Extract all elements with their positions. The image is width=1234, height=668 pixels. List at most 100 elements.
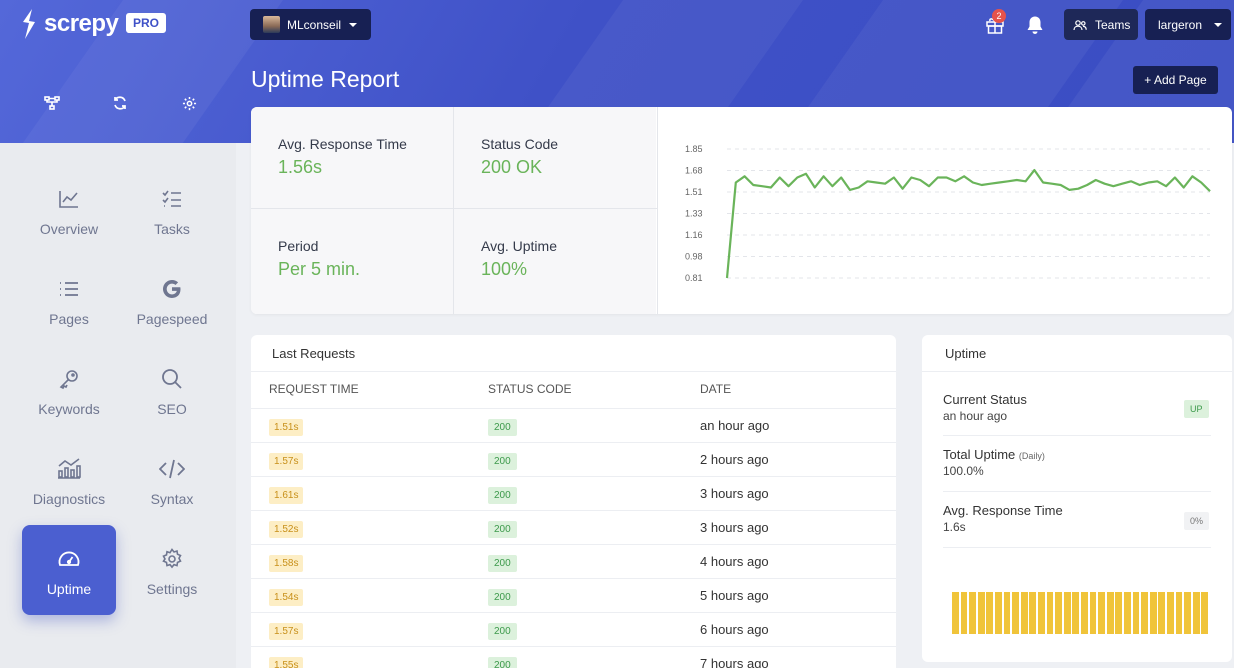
date-cell: 3 hours ago: [700, 486, 769, 501]
account-selector[interactable]: MLconseil: [250, 9, 371, 40]
sidebar-item-keywords[interactable]: Keywords: [22, 345, 116, 435]
brand-logo[interactable]: screpy: [20, 8, 119, 40]
request-time-pill: 1.61s: [269, 487, 304, 504]
column-header[interactable]: DATE: [700, 382, 732, 396]
request-time-pill: 1.54s: [269, 589, 304, 606]
date-cell: 6 hours ago: [700, 622, 769, 637]
settings-gear-icon[interactable]: [180, 94, 198, 112]
card-title: Last Requests: [272, 346, 356, 361]
uptime-bar: [1106, 592, 1114, 634]
sidebar-item-seo[interactable]: SEO: [125, 345, 219, 435]
stat-period: Period Per 5 min.: [251, 209, 453, 314]
uptime-bar: [1046, 592, 1054, 634]
status-code-pill: 200: [488, 555, 517, 572]
list-icon: [58, 277, 80, 301]
brand-name: screpy: [44, 10, 119, 37]
last-requests-card: Last Requests REQUEST TIME STATUS CODE D…: [251, 335, 896, 668]
gear-icon: [161, 547, 183, 571]
total-uptime-label-text: Total Uptime: [943, 447, 1016, 462]
status-code-pill: 200: [488, 487, 517, 504]
uptime-bar: [952, 592, 959, 634]
bell-icon[interactable]: [1024, 14, 1046, 36]
table-row[interactable]: 1.55s 200 7 hours ago: [251, 647, 896, 668]
uptime-bar: [1012, 592, 1019, 634]
stat-label: Period: [278, 238, 319, 254]
uptime-bar: [1175, 592, 1183, 634]
uptime-bar: [1158, 592, 1166, 634]
uptime-bar: [1072, 592, 1080, 634]
user-menu[interactable]: largeron: [1145, 9, 1231, 40]
y-tick-label: 0.81: [685, 273, 703, 283]
refresh-icon[interactable]: [111, 94, 129, 112]
uptime-bar: [1184, 592, 1191, 634]
sidebar-item-tasks[interactable]: Tasks: [125, 165, 219, 255]
stat-value: 100%: [481, 259, 528, 279]
gift-count-badge: 2: [992, 9, 1006, 23]
teams-button[interactable]: Teams: [1064, 9, 1138, 40]
uptime-card: Uptime Current Status an hour ago UP Tot…: [922, 335, 1232, 662]
change-badge: 0%: [1184, 512, 1210, 530]
status-code-pill: 200: [488, 419, 517, 436]
sidebar-item-diagnostics[interactable]: Diagnostics: [22, 435, 116, 525]
uptime-bar: [1149, 592, 1157, 634]
sitemap-icon[interactable]: [43, 94, 61, 112]
column-header[interactable]: REQUEST TIME: [269, 382, 359, 396]
uptime-bar: [1192, 592, 1200, 634]
sidebar-item-label: SEO: [157, 401, 187, 417]
add-page-button[interactable]: + Add Page: [1133, 66, 1218, 94]
uptime-bar: [1089, 592, 1097, 634]
uptime-bar: [1029, 592, 1037, 634]
sidebar-item-settings[interactable]: Settings: [125, 525, 219, 615]
total-uptime-value: 100.0%: [943, 464, 984, 478]
uptime-bar: [986, 592, 994, 634]
table-row[interactable]: 1.51s 200 an hour ago: [251, 409, 896, 443]
users-icon: [1073, 19, 1087, 30]
uptime-bar: [960, 592, 968, 634]
status-code-pill: 200: [488, 521, 517, 538]
column-header[interactable]: STATUS CODE: [488, 382, 572, 396]
teams-label: Teams: [1095, 17, 1131, 32]
date-cell: 4 hours ago: [700, 554, 769, 569]
request-time-pill: 1.55s: [269, 657, 304, 668]
chart-line-icon: [58, 187, 80, 211]
uptime-bar: [1115, 592, 1123, 634]
key-icon: [58, 367, 80, 391]
date-cell: 2 hours ago: [700, 452, 769, 467]
google-icon: [161, 277, 183, 301]
chevron-down-icon: [1214, 22, 1223, 27]
y-tick-label: 1.16: [685, 230, 703, 240]
uptime-bar: [995, 592, 1002, 634]
uptime-bar: [1020, 592, 1028, 634]
uptime-bar: [1055, 592, 1062, 634]
table-row[interactable]: 1.57s 200 6 hours ago: [251, 613, 896, 647]
sidebar-item-label: Uptime: [46, 581, 92, 597]
checklist-icon: [161, 187, 183, 211]
total-uptime-label: Total Uptime (Daily): [943, 447, 1045, 462]
date-cell: 5 hours ago: [700, 588, 769, 603]
sidebar-item-uptime[interactable]: Uptime: [22, 525, 116, 615]
table-row[interactable]: 1.61s 200 3 hours ago: [251, 477, 896, 511]
sidebar-item-overview[interactable]: Overview: [22, 165, 116, 255]
stat-value: Per 5 min.: [278, 259, 361, 279]
stat-avg-uptime: Avg. Uptime 100%: [454, 209, 656, 314]
y-tick-label: 1.51: [685, 187, 703, 197]
response-time-chart: 1.85 1.68 1.51 1.33 1.16 0.98 0.81: [685, 144, 1211, 283]
table-row[interactable]: 1.52s 200 3 hours ago: [251, 511, 896, 545]
date-cell: 7 hours ago: [700, 656, 769, 668]
uptime-bar: [1081, 592, 1088, 634]
stat-label: Avg. Response Time: [278, 136, 407, 152]
sidebar-item-label: Settings: [146, 581, 198, 597]
sidebar-item-label: Syntax: [150, 491, 194, 507]
stat-status-code: Status Code 200 OK: [454, 107, 656, 210]
sidebar-item-label: Keywords: [38, 401, 100, 417]
uptime-bar: [1124, 592, 1131, 634]
status-code-pill: 200: [488, 623, 517, 640]
table-row[interactable]: 1.57s 200 2 hours ago: [251, 443, 896, 477]
stat-value: 1.56s: [278, 157, 323, 177]
sidebar-item-syntax[interactable]: Syntax: [125, 435, 219, 525]
sidebar-item-pages[interactable]: Pages: [22, 255, 116, 345]
table-row[interactable]: 1.58s 200 4 hours ago: [251, 545, 896, 579]
sidebar-item-pagespeed[interactable]: Pagespeed: [125, 255, 219, 345]
screpy-logo-icon: [23, 9, 35, 39]
table-row[interactable]: 1.54s 200 5 hours ago: [251, 579, 896, 613]
